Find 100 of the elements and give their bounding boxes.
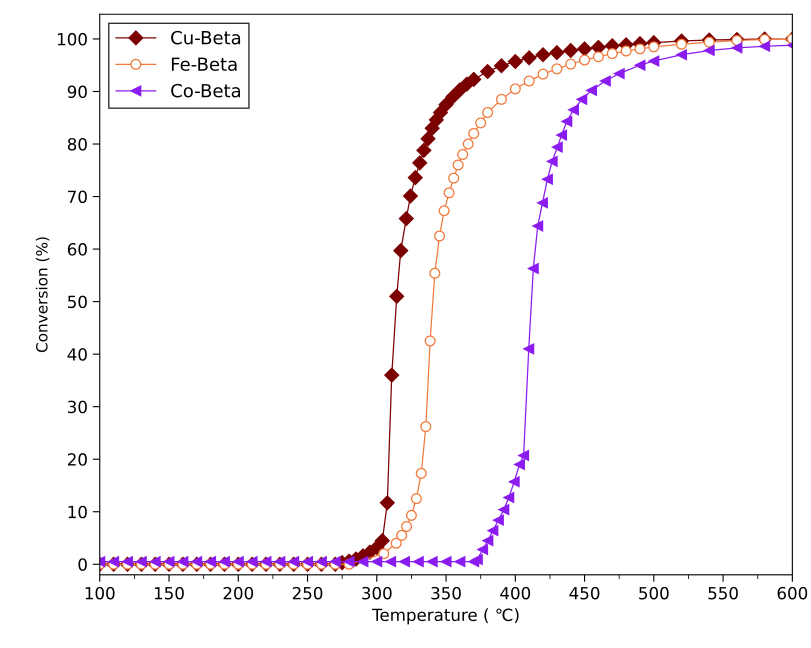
point (561, 116, 572, 127)
point (452, 160, 464, 171)
point (498, 504, 510, 516)
point (600, 75, 611, 86)
point (487, 525, 498, 536)
point (475, 118, 486, 128)
point (440, 556, 452, 568)
y-tick-label: 0 (78, 558, 87, 571)
point (556, 130, 568, 141)
x-tick-label: 100 (86, 586, 115, 600)
point (503, 492, 514, 504)
point (429, 268, 440, 279)
point (330, 556, 341, 568)
y-tick-label: 80 (68, 138, 87, 151)
point (496, 94, 507, 105)
point (508, 476, 520, 488)
point (568, 104, 579, 116)
x-tick-label: 450 (569, 586, 600, 600)
point (592, 51, 604, 62)
y-tick-label: 90 (68, 85, 87, 98)
point (371, 556, 382, 568)
point (357, 556, 368, 568)
y-tick-label: 60 (68, 243, 87, 256)
point (546, 156, 558, 167)
x-tick-label: 350 (431, 586, 461, 600)
point (477, 544, 488, 556)
point (482, 535, 494, 546)
point (482, 107, 494, 118)
point (438, 205, 450, 216)
point (492, 514, 504, 526)
x-tick-label: 500 (639, 586, 669, 600)
legend-label: Fe-Beta (172, 58, 237, 71)
point (401, 520, 412, 532)
y-axis-title: Conversion (%) (36, 237, 50, 352)
point (614, 68, 625, 80)
point (676, 49, 688, 60)
point (420, 421, 432, 432)
point (390, 538, 402, 549)
y-tick-label: 100 (58, 32, 87, 46)
point (444, 187, 455, 198)
point (648, 56, 660, 66)
point (586, 84, 597, 96)
y-tick-label: 70 (68, 190, 87, 204)
x-tick-label: 250 (292, 586, 322, 600)
point (510, 83, 521, 94)
point (399, 556, 410, 568)
y-tick-label: 50 (68, 296, 87, 308)
point (551, 63, 562, 74)
point (344, 556, 355, 568)
point (524, 75, 535, 86)
x-tick-label: 200 (224, 586, 254, 600)
point (536, 197, 548, 208)
point (468, 128, 480, 139)
point (552, 142, 563, 153)
legend-label: Cu-Beta (171, 30, 240, 44)
x-tick-label: 300 (362, 586, 392, 600)
point (759, 40, 770, 52)
x-tick-label: 550 (708, 586, 738, 600)
point (378, 548, 390, 560)
point (704, 45, 715, 56)
point (620, 46, 632, 57)
point (634, 60, 646, 71)
point (426, 556, 438, 568)
point (528, 263, 539, 274)
point (538, 68, 548, 80)
x-tick-label: 600 (778, 586, 808, 600)
point (448, 172, 460, 184)
point (396, 530, 408, 541)
point (532, 220, 544, 232)
point (576, 94, 588, 105)
point (514, 458, 525, 470)
y-tick-label: 10 (68, 506, 87, 518)
point (579, 54, 590, 66)
point (406, 510, 417, 521)
x-tick-label: 150 (154, 586, 184, 600)
point (542, 174, 553, 185)
point (634, 43, 646, 54)
point (731, 42, 742, 54)
point (385, 556, 396, 568)
y-tick-label: 40 (68, 348, 87, 361)
point (565, 58, 576, 70)
point (454, 556, 466, 568)
point (416, 468, 427, 479)
point (412, 556, 424, 568)
point (676, 38, 688, 50)
legend-label: Co-Beta (171, 84, 240, 98)
point (704, 36, 715, 48)
point (731, 35, 742, 46)
point (472, 554, 483, 566)
point (410, 493, 422, 504)
point (457, 149, 468, 160)
point (434, 230, 446, 242)
y-tick-label: 20 (68, 453, 87, 466)
point (523, 343, 534, 354)
x-tick-label: 400 (500, 586, 530, 600)
point (462, 138, 474, 150)
point (648, 41, 660, 52)
x-axis-title: Temperature ( ℃) (372, 608, 519, 624)
y-tick-label: 30 (68, 400, 87, 414)
point (606, 48, 618, 60)
